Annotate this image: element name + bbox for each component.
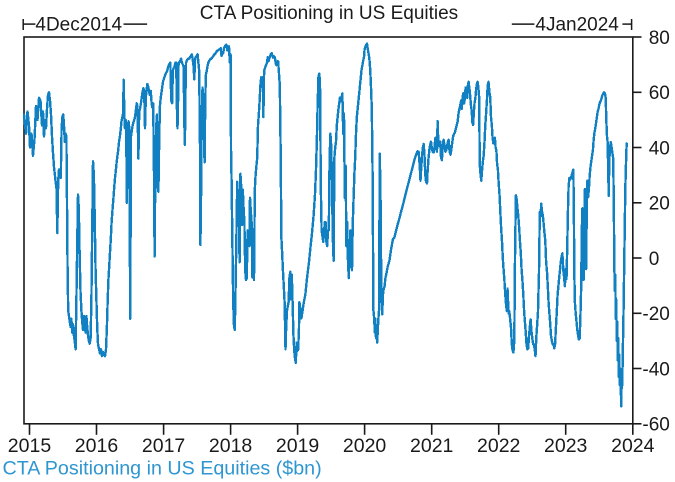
svg-text:4Dec2014: 4Dec2014 [35, 15, 122, 36]
svg-text:2022: 2022 [477, 435, 520, 457]
svg-text:40: 40 [649, 138, 670, 159]
svg-text:4Jan2024: 4Jan2024 [535, 15, 619, 36]
svg-text:2015: 2015 [8, 435, 52, 457]
svg-text:2019: 2019 [276, 435, 319, 457]
svg-text:2023: 2023 [544, 435, 587, 457]
svg-text:80: 80 [649, 28, 670, 49]
svg-text:60: 60 [649, 83, 670, 104]
svg-text:2021: 2021 [410, 435, 453, 457]
svg-text:CTA Positioning in US Equities: CTA Positioning in US Equities ($bn) [3, 458, 322, 480]
svg-text:2018: 2018 [209, 435, 252, 457]
svg-text:2017: 2017 [142, 435, 185, 457]
svg-text:20: 20 [649, 194, 670, 215]
svg-text:2016: 2016 [75, 435, 118, 457]
svg-text:CTA Positioning in US Equities: CTA Positioning in US Equities [200, 3, 458, 24]
svg-text:-40: -40 [642, 359, 669, 380]
svg-text:2020: 2020 [343, 435, 387, 457]
svg-text:2024: 2024 [611, 435, 655, 457]
svg-text:-60: -60 [642, 415, 669, 436]
svg-text:0: 0 [649, 249, 660, 270]
svg-text:-20: -20 [642, 304, 669, 325]
